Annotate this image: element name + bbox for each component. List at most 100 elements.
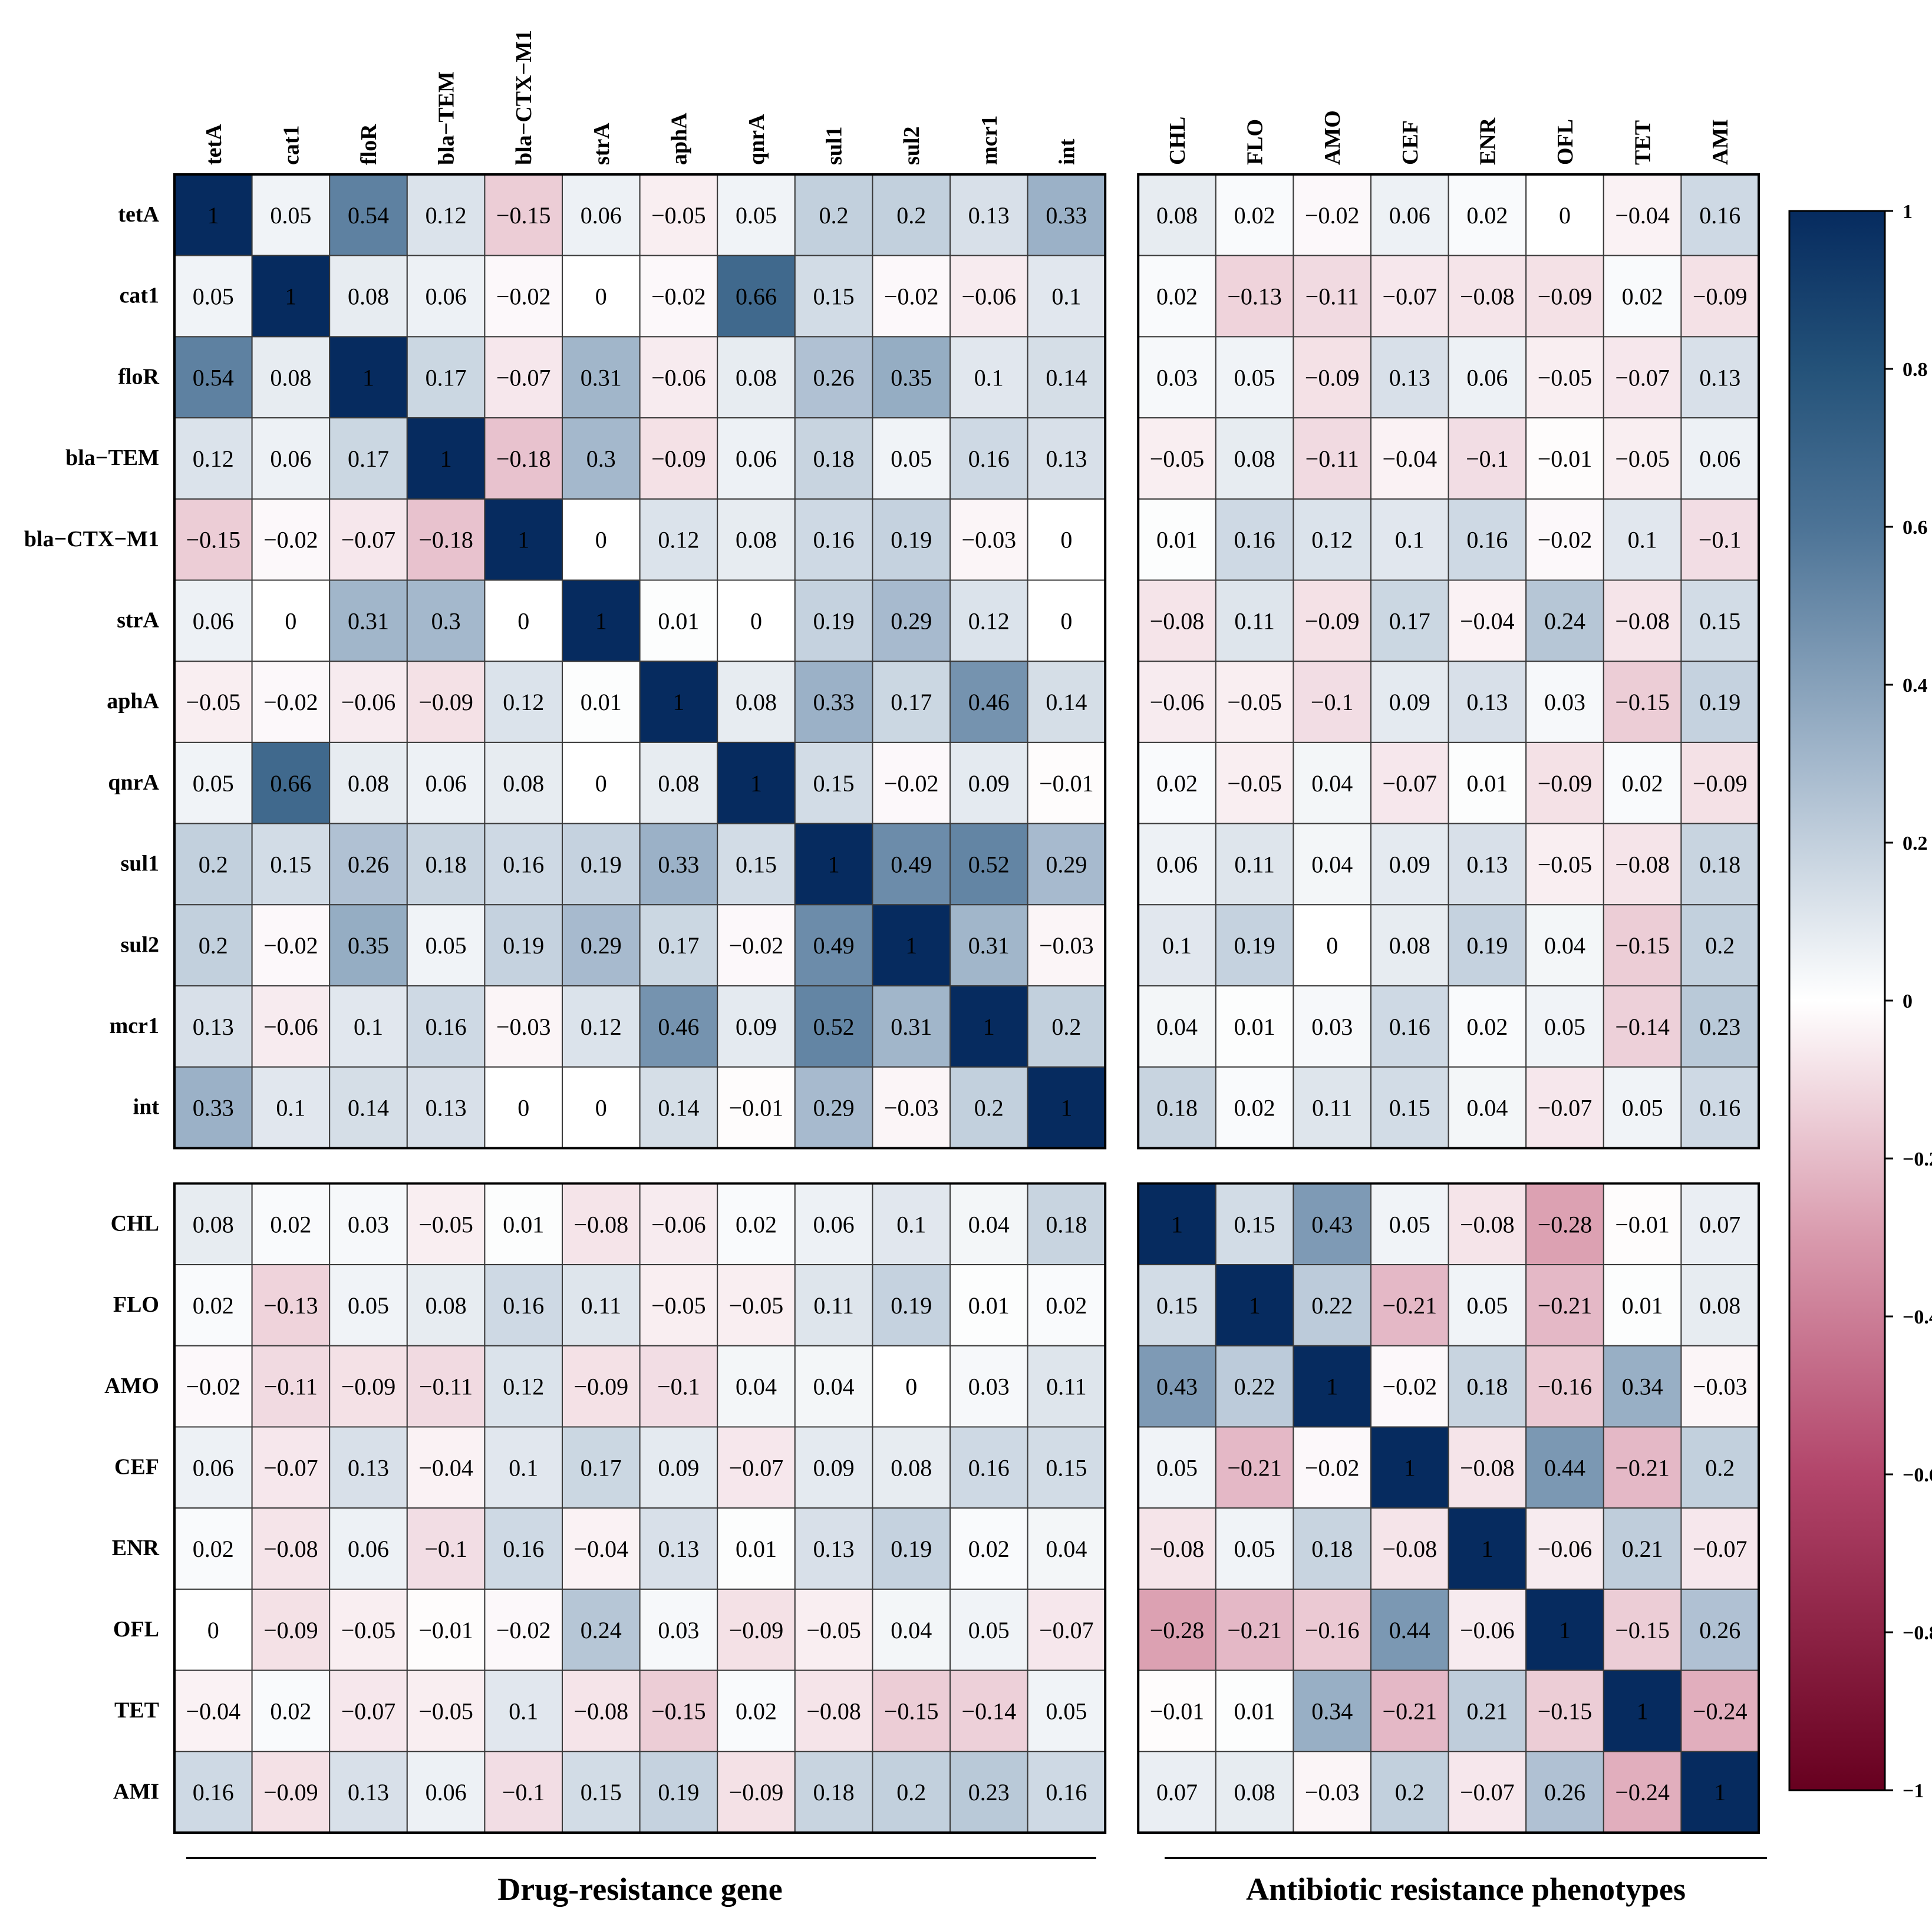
heatmap-cell: 0.21 xyxy=(1603,1507,1682,1590)
heatmap-cell: −0.06 xyxy=(949,255,1028,338)
cell-value: 0.26 xyxy=(813,364,855,391)
cell-value: 0.49 xyxy=(813,932,855,959)
cell-value: 0.18 xyxy=(813,445,855,472)
cell-rect xyxy=(1525,661,1604,743)
cell-rect xyxy=(484,579,563,662)
cell-value: −0.09 xyxy=(1693,283,1748,310)
cell-rect xyxy=(794,741,873,824)
cell-rect xyxy=(639,1507,718,1590)
cell-rect xyxy=(1525,823,1604,906)
heatmap-cell: 0.09 xyxy=(639,1426,718,1509)
heatmap-cell: −0.05 xyxy=(639,1264,718,1346)
heatmap-cell: 0.02 xyxy=(1215,1066,1294,1149)
heatmap-cell: −0.09 xyxy=(1525,255,1604,338)
cell-value: −0.1 xyxy=(1311,689,1354,715)
cell-rect xyxy=(639,823,718,906)
cell-value: 0.06 xyxy=(426,1779,467,1806)
heatmap-cell: 0 xyxy=(717,579,796,662)
heatmap-cell: 0.66 xyxy=(717,255,796,338)
heatmap-cell: 0.54 xyxy=(329,174,408,256)
cell-rect xyxy=(1370,1507,1449,1590)
cell-rect xyxy=(794,255,873,338)
cell-value: 0.05 xyxy=(1046,1698,1087,1724)
cell-value: 0.01 xyxy=(1234,1698,1275,1724)
heatmap-cell: 0.03 xyxy=(949,1345,1028,1428)
cell-rect xyxy=(872,417,951,500)
cell-value: −0.05 xyxy=(729,1292,784,1319)
heatmap-cell: 0.06 xyxy=(717,417,796,500)
heatmap-cell: 0.03 xyxy=(1293,985,1371,1068)
cell-value: 0.02 xyxy=(1156,770,1198,797)
cell-value: 0.46 xyxy=(658,1014,699,1040)
heatmap-cell: 0.22 xyxy=(1215,1345,1294,1428)
row-label: ENR xyxy=(112,1536,160,1560)
cell-value: 0.01 xyxy=(1156,527,1198,553)
heatmap-cell: 0.02 xyxy=(251,1183,331,1266)
heatmap-cell: 0.08 xyxy=(484,741,563,824)
heatmap-cell: −0.01 xyxy=(1027,741,1106,824)
cell-value: −0.24 xyxy=(1615,1779,1670,1806)
heatmap-cell: 1 xyxy=(251,255,331,338)
heatmap-cell: 0.11 xyxy=(1293,1066,1371,1149)
heatmap-cell: −0.09 xyxy=(1525,741,1604,824)
heatmap-cell: −0.07 xyxy=(329,1669,408,1752)
heatmap-cell: 0.13 xyxy=(406,1066,486,1149)
cell-rect xyxy=(329,904,408,987)
cell-rect xyxy=(562,1066,641,1149)
heatmap-cell: 1 xyxy=(329,336,408,419)
cell-value: 0.19 xyxy=(658,1779,699,1806)
cell-value: −0.02 xyxy=(1538,527,1593,553)
heatmap-cell: 0.06 xyxy=(406,741,486,824)
cell-value: 0.06 xyxy=(193,1454,234,1481)
cell-rect xyxy=(406,1345,486,1428)
cell-value: 0 xyxy=(595,770,607,797)
cell-rect xyxy=(251,741,331,824)
cell-value: 0.05 xyxy=(270,202,311,229)
cell-value: −0.02 xyxy=(186,1374,241,1400)
cell-value: 1 xyxy=(207,202,219,229)
heatmap-cell: 1 xyxy=(949,985,1028,1068)
column-label: int xyxy=(1054,138,1079,165)
cell-rect xyxy=(1680,498,1759,581)
heatmap-cell: −0.07 xyxy=(1525,1066,1604,1149)
cell-value: 0.02 xyxy=(1622,283,1663,310)
heatmap-cell: 0.08 xyxy=(329,255,408,338)
cell-rect xyxy=(174,1345,253,1428)
cell-rect xyxy=(639,985,718,1068)
heatmap-cell: −0.01 xyxy=(717,1066,796,1149)
heatmap-cell: −0.07 xyxy=(484,336,563,419)
column-label: strA xyxy=(589,123,614,165)
cell-value: 1 xyxy=(1714,1779,1726,1806)
cell-rect xyxy=(406,1264,486,1346)
cell-value: 0.04 xyxy=(1311,851,1353,877)
cell-value: 0.03 xyxy=(1156,364,1198,391)
heatmap-cell: 0.2 xyxy=(872,174,951,256)
heatmap-cell: −0.09 xyxy=(717,1588,796,1671)
cell-rect xyxy=(639,1183,718,1266)
cell-value: 0.19 xyxy=(1699,689,1740,715)
heatmap-cell: −0.08 xyxy=(562,1183,641,1266)
cell-rect xyxy=(1448,1751,1527,1834)
cell-value: 0.26 xyxy=(1544,1779,1585,1806)
heatmap-cell: 0.08 xyxy=(329,741,408,824)
row-label: AMO xyxy=(104,1374,159,1398)
cell-rect xyxy=(1603,823,1682,906)
cell-rect xyxy=(794,661,873,743)
heatmap-cell: −0.14 xyxy=(1603,985,1682,1068)
cell-rect xyxy=(406,498,486,581)
heatmap-cell: −0.1 xyxy=(484,1751,563,1834)
column-label: AMO xyxy=(1320,110,1345,165)
cell-value: −0.03 xyxy=(496,1014,551,1040)
cell-value: 0 xyxy=(517,608,529,634)
cell-rect xyxy=(1603,1426,1682,1509)
cell-rect xyxy=(717,741,796,824)
heatmap-cell: 0.18 xyxy=(794,1751,873,1834)
heatmap-cell: 0.18 xyxy=(794,417,873,500)
heatmap-cell: 0 xyxy=(1027,498,1106,581)
cell-value: −0.03 xyxy=(1693,1374,1748,1400)
cell-rect xyxy=(1215,985,1294,1068)
cell-value: 0.1 xyxy=(1628,527,1657,553)
heatmap-cell: 0.03 xyxy=(329,1183,408,1266)
heatmap-cell: 0.12 xyxy=(949,579,1028,662)
cell-value: 0.14 xyxy=(1046,364,1087,391)
